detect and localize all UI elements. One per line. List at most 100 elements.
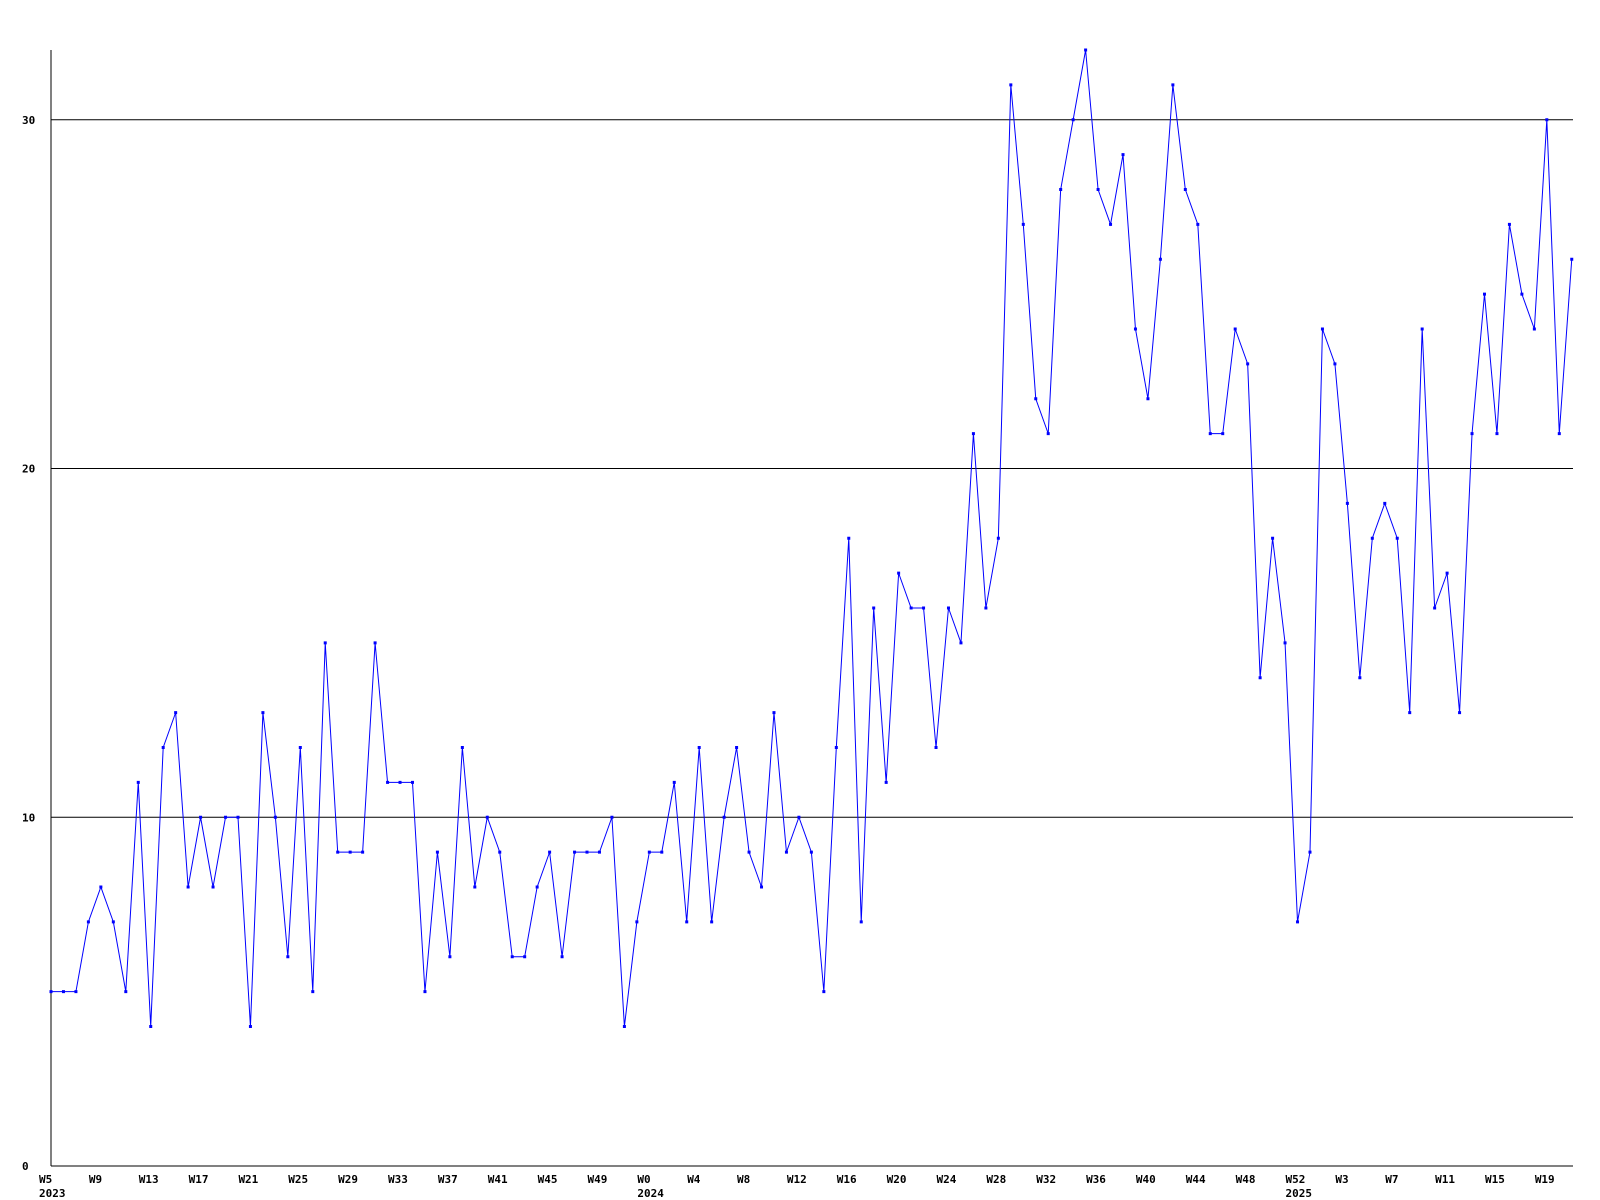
data-point — [585, 850, 589, 854]
data-point — [1408, 711, 1412, 715]
data-point — [959, 641, 963, 645]
x-tick-label: W28 — [986, 1173, 1006, 1186]
data-point — [610, 815, 614, 819]
x-tick-label: W21 — [238, 1173, 258, 1186]
data-point — [386, 780, 390, 784]
x-tick-label: W5 — [39, 1173, 52, 1186]
data-point — [523, 955, 527, 959]
data-point — [984, 606, 988, 610]
data-point — [1084, 48, 1088, 52]
data-point — [236, 815, 240, 819]
data-point — [1445, 571, 1449, 575]
data-point — [560, 955, 564, 959]
x-tick-label: W32 — [1036, 1173, 1056, 1186]
data-point — [635, 920, 639, 924]
data-point — [1196, 222, 1200, 226]
data-point — [822, 990, 826, 994]
data-point — [909, 606, 913, 610]
data-point — [74, 990, 78, 994]
data-point — [323, 641, 327, 645]
data-point — [1133, 327, 1137, 331]
data-point — [273, 815, 277, 819]
data-point — [1470, 432, 1474, 436]
data-point — [1383, 501, 1387, 505]
x-tick-label: W24 — [936, 1173, 956, 1186]
x-year-label: 2023 — [39, 1187, 66, 1200]
x-tick-label: W17 — [189, 1173, 209, 1186]
data-point — [1345, 501, 1349, 505]
data-point — [1433, 606, 1437, 610]
data-point — [622, 1025, 626, 1028]
data-point — [1395, 536, 1399, 540]
y-tick-labels: 0 10 20 30 — [22, 114, 35, 1173]
data-point — [1458, 711, 1462, 715]
data-point — [1358, 676, 1362, 680]
data-point — [1483, 292, 1486, 296]
data-point — [448, 955, 452, 959]
x-tick-label: W13 — [139, 1173, 159, 1186]
x-tick-label: W36 — [1086, 1173, 1106, 1186]
data-point — [49, 990, 53, 994]
data-point — [1370, 536, 1374, 540]
x-tick-label: W48 — [1236, 1173, 1256, 1186]
data-point — [1557, 432, 1561, 436]
x-year-label: 2025 — [1286, 1187, 1313, 1200]
data-point — [797, 815, 801, 819]
x-tick-label: W19 — [1535, 1173, 1555, 1186]
x-tick-label: W16 — [837, 1173, 857, 1186]
data-point — [410, 780, 414, 784]
data-point — [361, 850, 365, 854]
data-point — [760, 885, 764, 889]
y-tick-label: 30 — [22, 114, 35, 127]
data-point — [647, 850, 651, 854]
data-point — [124, 990, 128, 994]
data-point — [1158, 257, 1162, 261]
data-point — [398, 780, 402, 784]
data-point — [922, 606, 926, 610]
x-tick-label: W33 — [388, 1173, 408, 1186]
x-tick-label: W44 — [1186, 1173, 1206, 1186]
data-point — [373, 641, 377, 645]
data-point — [1096, 188, 1100, 191]
data-point — [1283, 641, 1287, 645]
y-tick-label: 10 — [22, 811, 35, 824]
data-point — [573, 850, 577, 854]
data-point — [1570, 257, 1574, 261]
x-tick-label: W29 — [338, 1173, 358, 1186]
data-point — [1545, 118, 1549, 122]
data-point — [971, 432, 975, 436]
data-point — [510, 955, 514, 959]
data-point — [1046, 432, 1050, 436]
data-point — [298, 746, 302, 749]
data-point — [149, 1025, 153, 1028]
x-tick-label: W4 — [687, 1173, 701, 1186]
data-point — [161, 746, 165, 749]
axes — [50, 50, 1573, 1167]
x-tick-label: W15 — [1485, 1173, 1505, 1186]
data-point — [224, 815, 228, 819]
data-point — [685, 920, 689, 924]
data-point — [211, 885, 215, 889]
data-point — [996, 536, 1000, 540]
x-tick-label: W49 — [587, 1173, 607, 1186]
x-tick-label: W20 — [887, 1173, 907, 1186]
data-point — [859, 920, 863, 924]
data-point — [1495, 432, 1499, 436]
data-point — [934, 746, 938, 749]
data-series — [51, 49, 1573, 1027]
x-tick-label: W45 — [538, 1173, 558, 1186]
data-point — [535, 885, 539, 889]
data-point — [61, 990, 65, 994]
data-point — [435, 850, 439, 854]
data-point — [286, 955, 290, 959]
data-point — [1183, 188, 1187, 191]
data-points — [49, 48, 1574, 1028]
data-point — [1520, 292, 1524, 296]
data-point — [311, 990, 315, 994]
data-point — [1320, 327, 1324, 331]
data-point — [1171, 83, 1175, 87]
series-line-0 — [51, 49, 1573, 1027]
data-point — [1071, 118, 1075, 122]
x-year-label: 2024 — [637, 1187, 664, 1200]
x-tick-label: W25 — [288, 1173, 308, 1186]
